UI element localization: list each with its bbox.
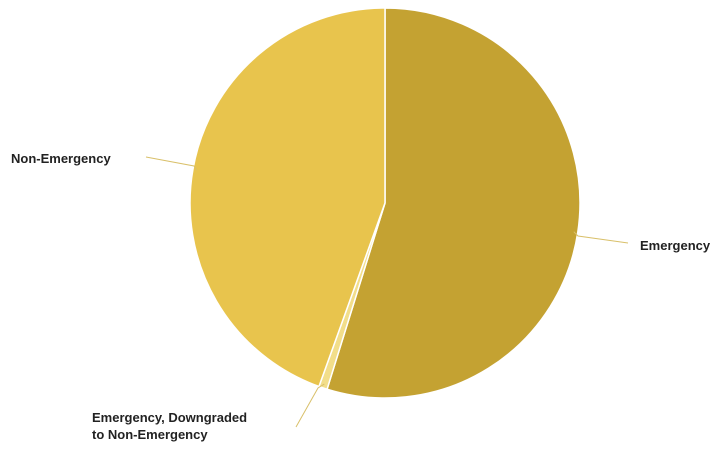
leader-lines-layer (145, 156, 629, 428)
leader-line-3 (145, 156, 198, 171)
leader-line-2 (295, 383, 325, 428)
slice-label-line: Emergency (640, 238, 711, 253)
pie-slice-non-emergency (189, 7, 386, 388)
labels-layer: Emergency Emergency, Downgraded to Non-Eme… (11, 151, 711, 442)
slice-label-line: to Non-Emergency (92, 427, 208, 442)
pie-slice-emergency (326, 7, 581, 399)
leader-line-1 (573, 231, 629, 244)
slice-label-1: Emergency (640, 238, 711, 253)
slice-label-line: Emergency, Downgraded (92, 410, 247, 425)
slices-layer (189, 7, 581, 399)
slice-label-3: Non-Emergency (11, 151, 111, 166)
slice-label-2: Emergency, Downgraded to Non-Emergency (92, 410, 247, 442)
slice-label-line: Non-Emergency (11, 151, 111, 166)
